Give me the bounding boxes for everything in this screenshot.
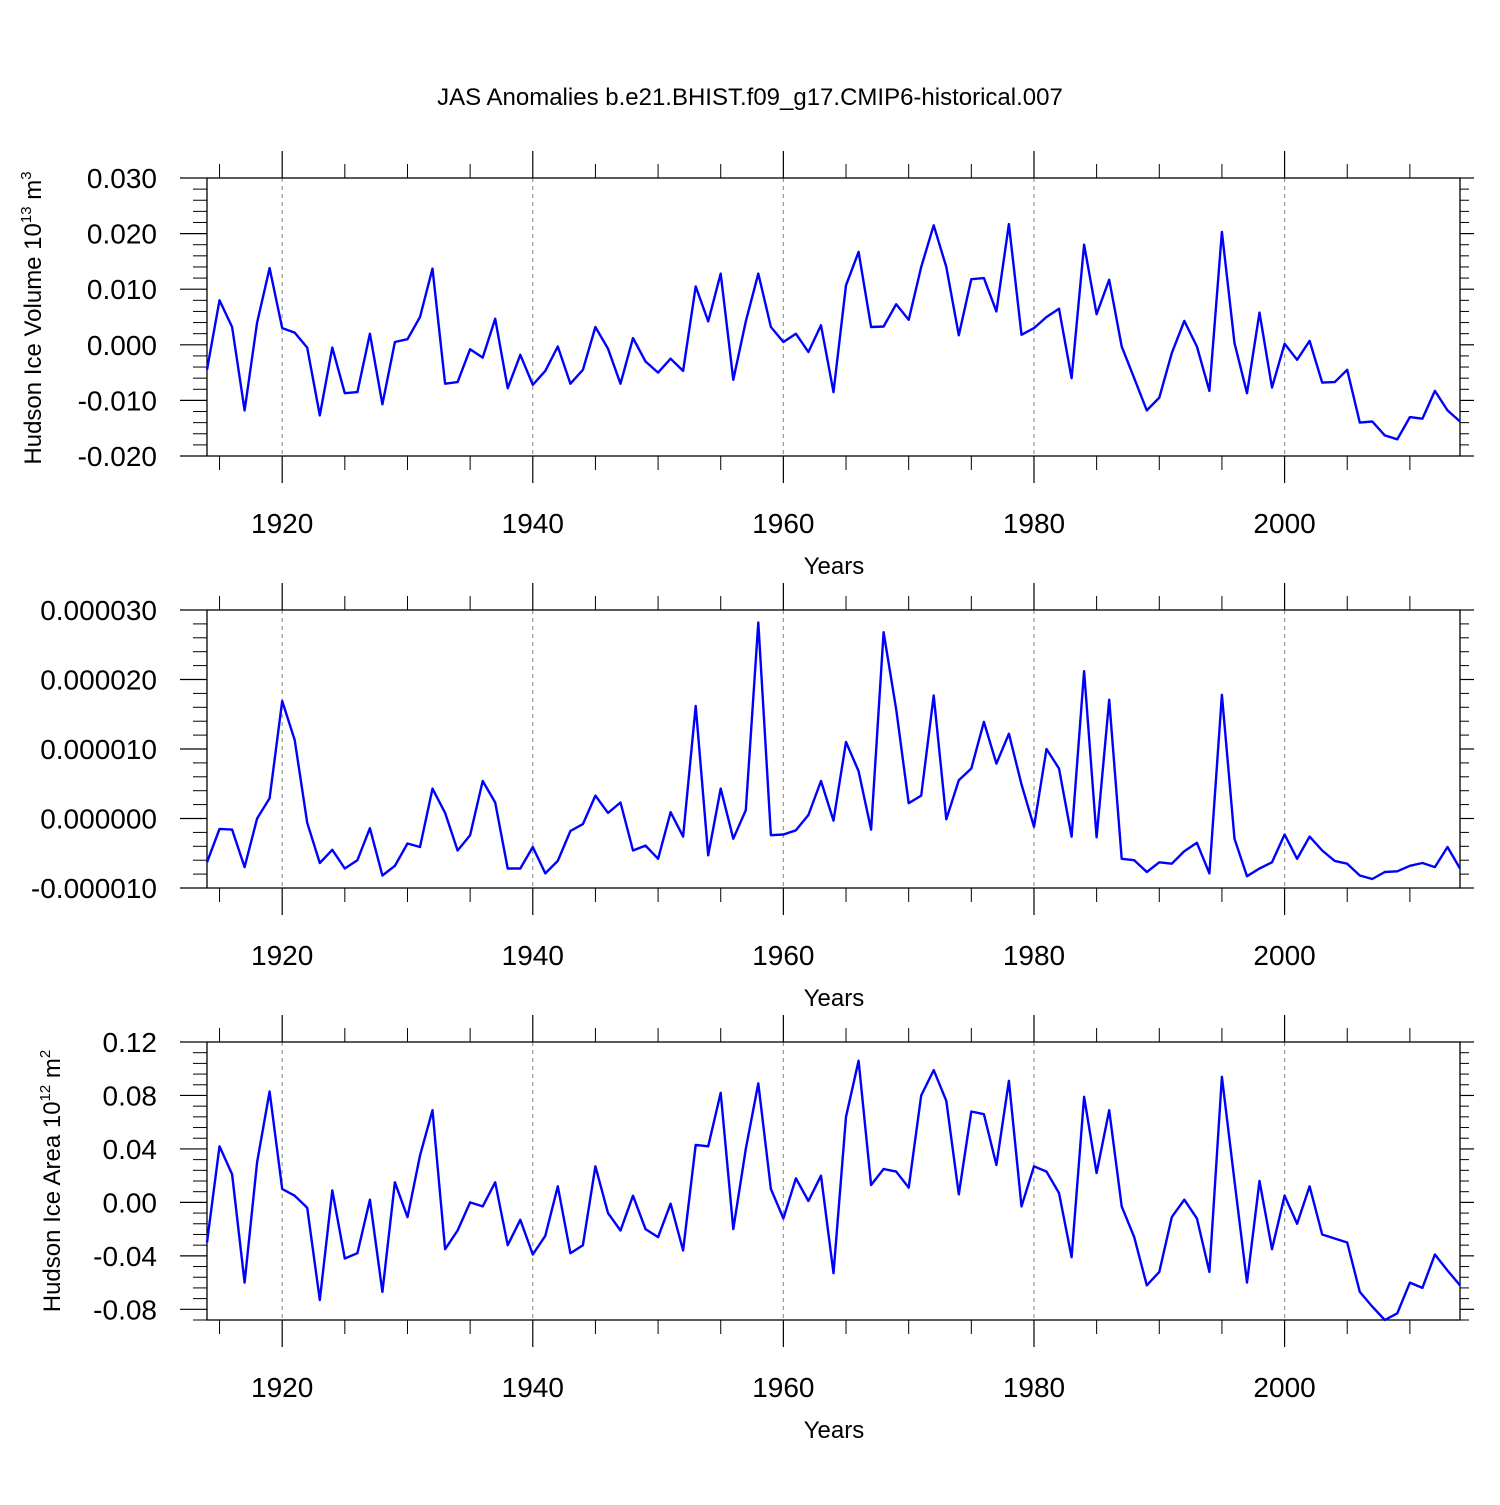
x-tick-label-1940: 1940 [502, 1372, 564, 1403]
y-tick-label: 0.000010 [40, 734, 157, 765]
area-x-axis-label: Years [804, 1417, 865, 1444]
y-tick-label: 0.00 [103, 1187, 158, 1218]
x-tick-label-1980: 1980 [1003, 1372, 1065, 1403]
middle-axes [180, 583, 1474, 915]
x-tick-label-1980: 1980 [1003, 508, 1065, 539]
y-tick-label: 0.000030 [40, 595, 157, 626]
area-x-tick-labels: 1920 1940 1960 1980 2000 [251, 1372, 1316, 1403]
area-series-line [205, 1059, 1461, 1322]
x-tick-label-1920: 1920 [251, 508, 313, 539]
y-tick-label: 0.12 [103, 1027, 158, 1058]
x-tick-label-2000: 2000 [1253, 508, 1315, 539]
x-tick-label-1960: 1960 [752, 508, 814, 539]
volume-axes [180, 151, 1474, 483]
y-tick-label: 0.000 [87, 330, 157, 361]
x-tick-label-1980: 1980 [1003, 940, 1065, 971]
middle-y-tick-labels: -0.000010 0.000000 0.000010 0.000020 0.00003… [31, 595, 157, 904]
x-tick-label-2000: 2000 [1253, 940, 1315, 971]
y-tick-label: 0.000000 [40, 804, 157, 835]
y-tick-label: 0.020 [87, 219, 157, 250]
y-tick-label: -0.010 [78, 385, 157, 416]
volume-x-tick-labels: 1920 1940 1960 1980 2000 [251, 508, 1316, 539]
plot-frame [206, 1041, 1461, 1321]
middle-x-tick-labels: 1920 1940 1960 1980 2000 [251, 940, 1316, 971]
x-tick-label-1960: 1960 [752, 1372, 814, 1403]
middle-panel: -0.000010 0.000000 0.000010 0.000020 0.00003… [31, 583, 1474, 1012]
middle-series-line [205, 621, 1462, 881]
area-panel: -0.08-0.040.000.040.080.12 1920 1940 1960 1… [37, 1015, 1474, 1444]
figure-title: JAS Anomalies b.e21.BHIST.f09_g17.CMIP6-… [437, 84, 1063, 111]
middle-data-points: 1914: -0.00000631915: -0.00000151916: -0… [205, 620, 1463, 881]
volume-y-tick-labels: -0.020 -0.010 0.000 0.010 0.020 0.030 [78, 163, 157, 472]
volume-y-axis-label: Hudson Ice Volume 1013 m3 [18, 171, 47, 464]
plot-frame [206, 177, 1461, 457]
y-tick-label: -0.000010 [31, 873, 157, 904]
y-tick-label: 0.010 [87, 274, 157, 305]
volume-x-axis-label: Years [804, 553, 865, 580]
y-tick-label: -0.08 [93, 1294, 157, 1325]
x-tick-label-2000: 2000 [1253, 1372, 1315, 1403]
y-tick-label: -0.04 [93, 1241, 157, 1272]
plot-frame [206, 609, 1461, 889]
x-tick-label-1920: 1920 [251, 940, 313, 971]
y-tick-label: 0.000020 [40, 665, 157, 696]
x-tick-label-1940: 1940 [502, 508, 564, 539]
middle-x-axis-label: Years [804, 985, 865, 1012]
x-tick-label-1960: 1960 [752, 940, 814, 971]
area-axes [180, 1015, 1474, 1347]
y-tick-label: 0.08 [103, 1080, 158, 1111]
volume-series-line [205, 222, 1461, 441]
x-tick-label-1940: 1940 [502, 940, 564, 971]
y-tick-label: 0.04 [103, 1134, 158, 1165]
area-y-tick-labels: -0.08 -0.04 0.00 0.04 0.08 0.12 [93, 1027, 157, 1325]
y-tick-label: 0.030 [87, 163, 157, 194]
x-tick-label-1920: 1920 [251, 1372, 313, 1403]
volume-panel: -0.020 -0.010 0.000 0.010 0.020 0.030 1920 194… [18, 151, 1474, 580]
area-y-axis-label: Hudson Ice Area 1012 m2 [37, 1050, 66, 1313]
y-tick-label: -0.020 [78, 441, 157, 472]
volume-data-points: 1914: -0.00451915: 0.0081916: 0.00321917… [205, 222, 1463, 442]
